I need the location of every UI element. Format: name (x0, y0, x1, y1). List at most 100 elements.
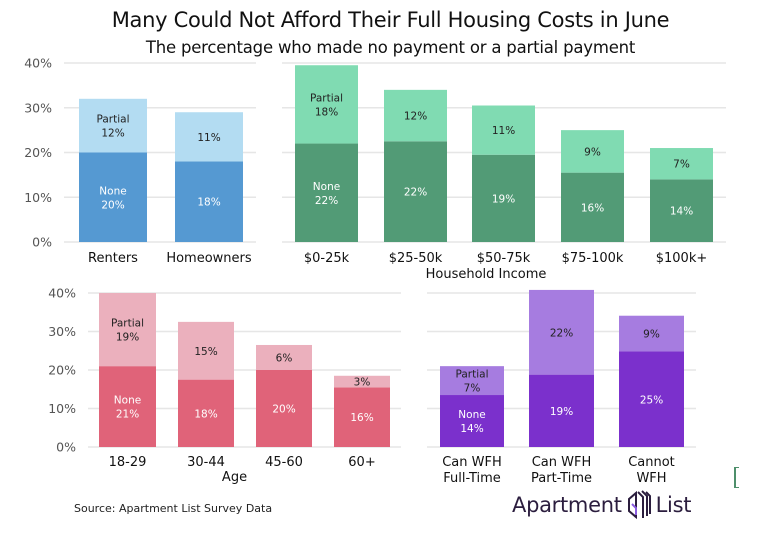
age-x-axis-title: Age (222, 470, 247, 485)
tenure-bar-none (79, 152, 147, 242)
tenure-y-tick-label: 20% (24, 145, 52, 160)
age-bar-none (99, 366, 156, 447)
wfh-category-label: WFH (636, 471, 666, 486)
chart-subtitle: The percentage who made no payment or a … (145, 38, 636, 57)
age-bar-none (334, 387, 390, 447)
tenure-y-tick-label: 40% (24, 56, 52, 71)
wfh-segment-name-label: Partial (456, 369, 489, 381)
age-bar-partial (334, 375, 390, 388)
age-bar-partial (178, 321, 234, 380)
tenure-segment-name-label: Partial (97, 114, 130, 126)
income-bar-none (561, 172, 624, 242)
income-data-label: 22% (315, 195, 338, 207)
wfh-category-label: Can WFH (442, 455, 502, 470)
age-category-label: 18-29 (109, 455, 147, 470)
income-data-label: 22% (404, 187, 427, 199)
age-bar-none (178, 379, 234, 447)
income-bar-none (384, 141, 447, 242)
income-data-label: 11% (492, 125, 515, 137)
income-bar-none (295, 143, 358, 242)
wfh-category-label: Full-Time (443, 471, 501, 486)
tenure-y-tick-label: 0% (32, 235, 52, 250)
age-data-label: 18% (194, 408, 217, 420)
age-bar-none (256, 370, 312, 447)
income-data-label: 12% (404, 111, 427, 123)
logo-text-apartment: Apartment (512, 493, 622, 517)
age-data-label: 16% (350, 412, 373, 424)
age-bar-partial (256, 344, 312, 370)
income-data-label: 19% (492, 193, 515, 205)
tenure-category-label: Renters (88, 251, 138, 266)
wfh-data-label: 25% (640, 394, 663, 406)
age-category-label: 30-44 (187, 455, 225, 470)
income-bar-partial (650, 148, 713, 180)
income-category-label: $0-25k (304, 251, 350, 266)
age-bar-partial (99, 293, 156, 367)
age-y-tick-label: 0% (56, 440, 76, 455)
income-bar-none (650, 179, 713, 242)
income-segment-name-label: None (313, 181, 340, 193)
age-data-label: 20% (272, 404, 295, 416)
income-segment-name-label: Partial (310, 92, 343, 104)
wfh-bar-partial (529, 289, 594, 375)
income-data-label: 16% (581, 202, 604, 214)
age-segment-name-label: Partial (111, 318, 144, 330)
income-x-axis-title: Household Income (426, 267, 547, 282)
source-note: Source: Apartment List Survey Data (74, 502, 273, 515)
wfh-bar-none (440, 395, 504, 447)
age-data-label: 15% (194, 346, 217, 358)
age-category-label: 45-60 (265, 455, 303, 470)
income-bar-partial (472, 105, 535, 155)
tenure-data-label: 18% (197, 197, 220, 209)
tenure-data-label: 11% (197, 132, 220, 144)
income-bar-partial (561, 130, 624, 173)
income-category-label: $25-50k (389, 251, 443, 266)
wfh-bar-partial (440, 366, 504, 396)
income-bar-none (472, 154, 535, 242)
wfh-data-label: 22% (550, 327, 573, 339)
tenure-bar-partial (79, 98, 147, 153)
tenure-segment-name-label: None (99, 185, 126, 197)
income-bar-partial (384, 89, 447, 142)
wfh-segment-name-label: None (458, 409, 485, 421)
wfh-data-label: 14% (460, 423, 483, 435)
income-data-label: 7% (673, 159, 690, 171)
age-data-label: 19% (116, 332, 139, 344)
tenure-data-label: 12% (101, 128, 124, 140)
income-bar-partial (295, 65, 358, 144)
tenure-y-tick-label: 30% (24, 100, 52, 115)
age-data-label: 21% (116, 409, 139, 421)
logo-text-list: List (655, 493, 692, 517)
wfh-data-label: 7% (464, 383, 481, 395)
apartment-list-building-icon (627, 490, 651, 520)
age-y-tick-label: 20% (48, 363, 76, 378)
age-y-tick-label: 10% (48, 401, 76, 416)
tenure-bar-partial (175, 112, 243, 162)
income-category-label: $75-100k (562, 251, 624, 266)
income-data-label: 14% (670, 206, 693, 218)
age-y-tick-label: 40% (48, 286, 76, 301)
age-y-tick-label: 30% (48, 324, 76, 339)
tenure-bar-none (175, 161, 243, 242)
green-bracket-mark (734, 467, 739, 488)
wfh-bar-none (619, 351, 684, 447)
income-category-label: $100k+ (656, 251, 708, 266)
wfh-category-label: Cannot (628, 455, 675, 470)
income-data-label: 9% (584, 146, 601, 158)
wfh-bar-partial (619, 315, 684, 352)
apartment-list-logo: Apartment List (512, 490, 691, 520)
chart-title: Many Could Not Afford Their Full Housing… (111, 8, 670, 32)
age-segment-name-label: None (114, 395, 141, 407)
age-data-label: 3% (354, 377, 371, 389)
tenure-data-label: 20% (101, 199, 124, 211)
age-data-label: 6% (276, 352, 293, 364)
wfh-category-label: Part-Time (531, 471, 592, 486)
wfh-data-label: 19% (550, 406, 573, 418)
tenure-category-label: Homeowners (166, 251, 252, 266)
tenure-y-tick-label: 10% (24, 190, 52, 205)
income-data-label: 18% (315, 106, 338, 118)
age-category-label: 60+ (348, 455, 375, 470)
wfh-category-label: Can WFH (532, 455, 592, 470)
wfh-bar-none (529, 374, 594, 447)
wfh-data-label: 9% (643, 329, 660, 341)
